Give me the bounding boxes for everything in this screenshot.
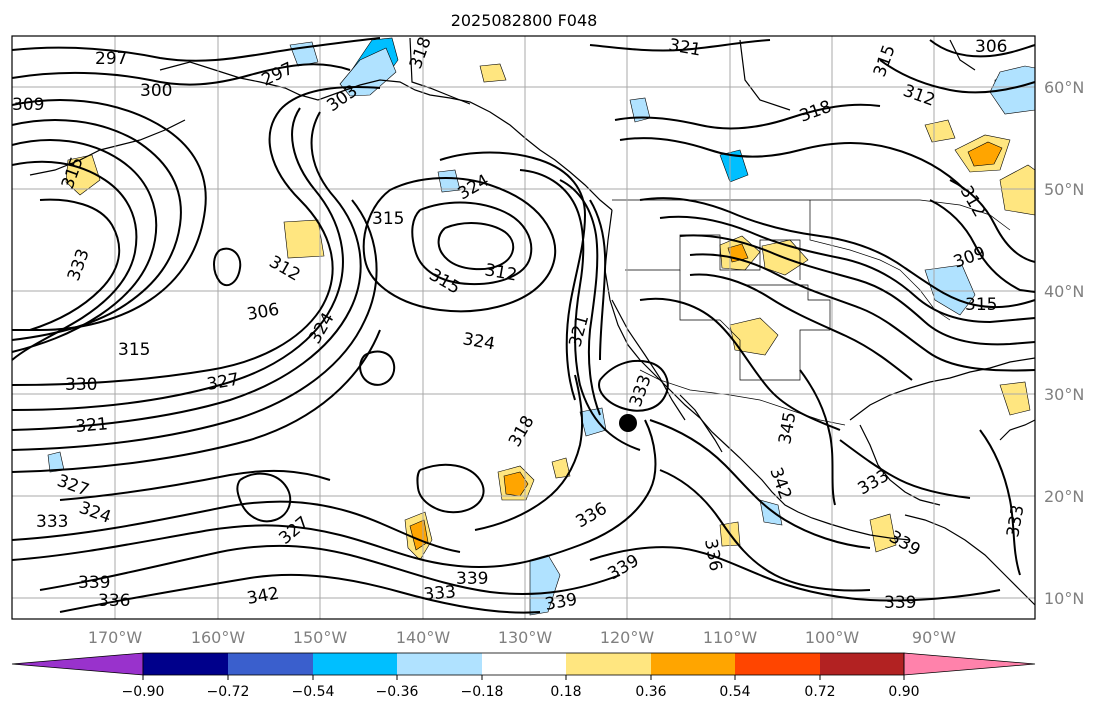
- lat-label: 10°N: [1044, 589, 1084, 608]
- longitude-labels: 170°W 160°W 150°W 140°W 130°W 120°W 110°…: [88, 628, 956, 647]
- colorbar-outline: [142, 652, 905, 676]
- contour-label: 315: [965, 295, 997, 315]
- colorbar: −0.90 −0.72 −0.54 −0.36 −0.18 0.18 0.36 …: [11, 652, 1036, 700]
- contour-label: 333: [423, 582, 457, 605]
- lat-label: 60°N: [1044, 78, 1084, 97]
- colorbar-tick-label: 0.72: [804, 684, 835, 700]
- colorbar-segment: [228, 653, 313, 675]
- colorbar-tick-label: 0.36: [635, 684, 666, 700]
- coastlines: [29, 37, 1036, 606]
- lon-label: 160°W: [191, 628, 246, 647]
- colorbar-segment: [313, 653, 397, 675]
- colorbar-tick-label: 0.54: [719, 684, 750, 700]
- lon-label: 120°W: [600, 628, 655, 647]
- negative-anomaly-patch: [437, 169, 461, 193]
- colorbar-tick-label: 0.18: [550, 684, 581, 700]
- map-title: 2025082800 F048: [451, 11, 598, 30]
- colorbar-segment: [482, 653, 566, 675]
- lat-label: 40°N: [1044, 282, 1084, 301]
- contour-label: 321: [75, 414, 109, 437]
- political-borders: [612, 199, 1011, 426]
- colorbar-tick-label: −0.72: [207, 684, 250, 700]
- negative-anomaly-patch: [339, 47, 397, 97]
- colorbar-segment: [735, 653, 820, 675]
- map-panel: 297 300 297 303 318 321 315 312 306 309 …: [11, 34, 1036, 620]
- contour-label: 336: [98, 591, 130, 611]
- lon-label: 130°W: [498, 628, 553, 647]
- colorbar-tick-label: 0.90: [888, 684, 919, 700]
- colorbar-segment: [566, 653, 651, 675]
- gridlines: [12, 36, 1035, 619]
- positive-anomaly-patch: [869, 513, 897, 553]
- colorbar-tick-label: −0.36: [376, 684, 419, 700]
- colorbar-tick-label: −0.90: [122, 684, 165, 700]
- map-frame: [11, 35, 1036, 620]
- lon-label: 110°W: [703, 628, 758, 647]
- colorbar-segment: [143, 653, 228, 675]
- contour-label: 306: [975, 37, 1007, 57]
- contour-label: 339: [884, 593, 916, 613]
- contour-label: 339: [78, 573, 110, 593]
- lat-label: 30°N: [1044, 385, 1084, 404]
- lon-label: 150°W: [293, 628, 348, 647]
- positive-anomaly-patch: [503, 471, 529, 497]
- lon-label: 140°W: [396, 628, 451, 647]
- colorbar-tick-label: −0.54: [292, 684, 335, 700]
- colorbar-segment: [651, 653, 735, 675]
- contour-label: 333: [36, 512, 68, 532]
- shaded-anomaly-patches: [47, 37, 1036, 616]
- colorbar-min-extend: [11, 652, 144, 676]
- positive-anomaly-patch: [967, 141, 1003, 167]
- contour-label: 339: [456, 569, 488, 589]
- contour-label: 315: [118, 340, 150, 360]
- contour-label: 300: [140, 81, 172, 101]
- colorbar-tick-label: −0.18: [461, 684, 504, 700]
- contour-label: 315: [372, 209, 404, 229]
- colorbar-segment: [820, 653, 904, 675]
- colorbar-max-extend: [903, 652, 1036, 676]
- positive-anomaly-patch: [479, 63, 507, 83]
- contour-lines: [11, 37, 1036, 614]
- positive-anomaly-patch: [924, 119, 956, 143]
- positive-anomaly-patch: [283, 219, 325, 259]
- location-marker: [619, 414, 637, 432]
- colorbar-segment: [397, 653, 482, 675]
- contour-label: 330: [65, 375, 97, 395]
- positive-anomaly-patch: [551, 457, 571, 479]
- contour-label: 297: [95, 49, 127, 69]
- lon-label: 100°W: [805, 628, 860, 647]
- lon-label: 90°W: [912, 628, 956, 647]
- negative-anomaly-patch: [719, 149, 749, 183]
- latitude-labels: 60°N 50°N 40°N 30°N 20°N 10°N: [1044, 78, 1084, 608]
- positive-anomaly-patch: [999, 381, 1031, 416]
- positive-anomaly-patch: [729, 317, 779, 356]
- lat-label: 20°N: [1044, 487, 1084, 506]
- contour-label: 309: [12, 95, 44, 115]
- lon-label: 170°W: [88, 628, 143, 647]
- lat-label: 50°N: [1044, 180, 1084, 199]
